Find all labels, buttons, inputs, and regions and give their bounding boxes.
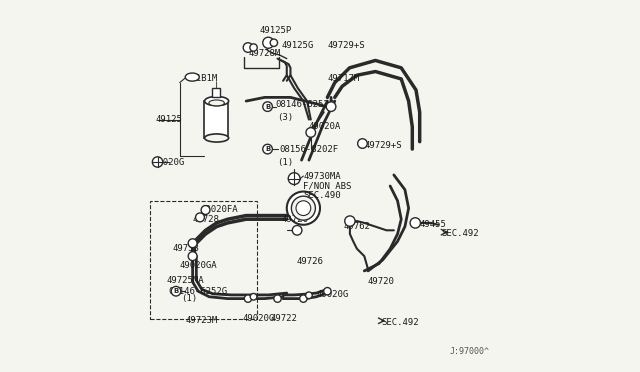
- Text: 49726: 49726: [281, 215, 308, 224]
- Text: 49762: 49762: [344, 222, 371, 231]
- Circle shape: [410, 218, 420, 228]
- Circle shape: [270, 39, 278, 46]
- Circle shape: [152, 157, 163, 167]
- Text: 49729+S: 49729+S: [328, 41, 365, 50]
- Ellipse shape: [205, 134, 228, 142]
- Text: 49020G: 49020G: [243, 314, 275, 323]
- Ellipse shape: [291, 196, 316, 220]
- Ellipse shape: [296, 201, 311, 215]
- Text: 49730MA: 49730MA: [303, 172, 341, 181]
- Bar: [204, 101, 228, 138]
- Text: 491B1M: 491B1M: [185, 74, 218, 83]
- Text: 49722: 49722: [270, 314, 297, 323]
- Text: B: B: [265, 104, 270, 110]
- Text: F/NON ABS: F/NON ABS: [303, 182, 352, 190]
- Text: 49125: 49125: [156, 115, 182, 124]
- Circle shape: [306, 292, 312, 299]
- Text: 49717M: 49717M: [328, 74, 360, 83]
- Ellipse shape: [209, 100, 225, 106]
- Circle shape: [300, 295, 307, 302]
- Circle shape: [201, 206, 210, 214]
- Text: 49726: 49726: [296, 257, 323, 266]
- Circle shape: [324, 288, 331, 295]
- Text: J:97000^: J:97000^: [450, 347, 490, 356]
- Text: 49723M: 49723M: [185, 316, 218, 325]
- Circle shape: [274, 295, 281, 302]
- Text: 49725MA: 49725MA: [167, 276, 204, 285]
- Text: SEC.492: SEC.492: [442, 230, 479, 238]
- Text: 49733: 49733: [172, 244, 199, 253]
- Circle shape: [306, 128, 316, 137]
- Text: 49720: 49720: [368, 278, 395, 286]
- Text: 08146-6252G: 08146-6252G: [276, 100, 335, 109]
- Circle shape: [263, 102, 273, 112]
- Text: (3): (3): [278, 113, 294, 122]
- Text: (1): (1): [182, 294, 198, 303]
- Text: 49020A: 49020A: [309, 122, 341, 131]
- Text: 49020FA: 49020FA: [200, 205, 237, 215]
- Bar: [212, 88, 220, 97]
- Ellipse shape: [185, 73, 199, 81]
- Text: (1): (1): [278, 157, 294, 167]
- Ellipse shape: [287, 192, 320, 225]
- Circle shape: [288, 173, 300, 185]
- Text: B: B: [173, 288, 179, 294]
- Text: 49455: 49455: [420, 220, 447, 229]
- Text: 49020GA: 49020GA: [180, 261, 218, 270]
- Circle shape: [263, 144, 273, 154]
- Circle shape: [250, 44, 257, 51]
- Circle shape: [196, 213, 204, 222]
- Text: 08146-6252G: 08146-6252G: [168, 287, 228, 296]
- Circle shape: [172, 286, 181, 296]
- Text: 49125P: 49125P: [259, 26, 291, 35]
- Circle shape: [345, 216, 355, 226]
- Text: SEC.490: SEC.490: [303, 191, 341, 200]
- Circle shape: [188, 252, 197, 260]
- Circle shape: [326, 102, 336, 112]
- Bar: [150, 201, 257, 319]
- Circle shape: [358, 139, 367, 148]
- Circle shape: [243, 43, 253, 52]
- Circle shape: [250, 294, 257, 300]
- Circle shape: [263, 37, 274, 48]
- Text: 49125G: 49125G: [281, 41, 314, 50]
- Text: 08156-8202F: 08156-8202F: [280, 145, 339, 154]
- Text: B: B: [265, 146, 270, 152]
- Ellipse shape: [205, 96, 228, 106]
- Circle shape: [188, 239, 197, 248]
- Text: 49020G: 49020G: [152, 157, 184, 167]
- Text: 49728M: 49728M: [248, 49, 280, 58]
- Text: SEC.492: SEC.492: [381, 318, 419, 327]
- Text: 49728: 49728: [193, 215, 220, 224]
- Circle shape: [292, 225, 302, 235]
- Text: 49020G: 49020G: [316, 291, 349, 299]
- Text: 49729+S: 49729+S: [364, 141, 402, 150]
- Circle shape: [244, 295, 252, 302]
